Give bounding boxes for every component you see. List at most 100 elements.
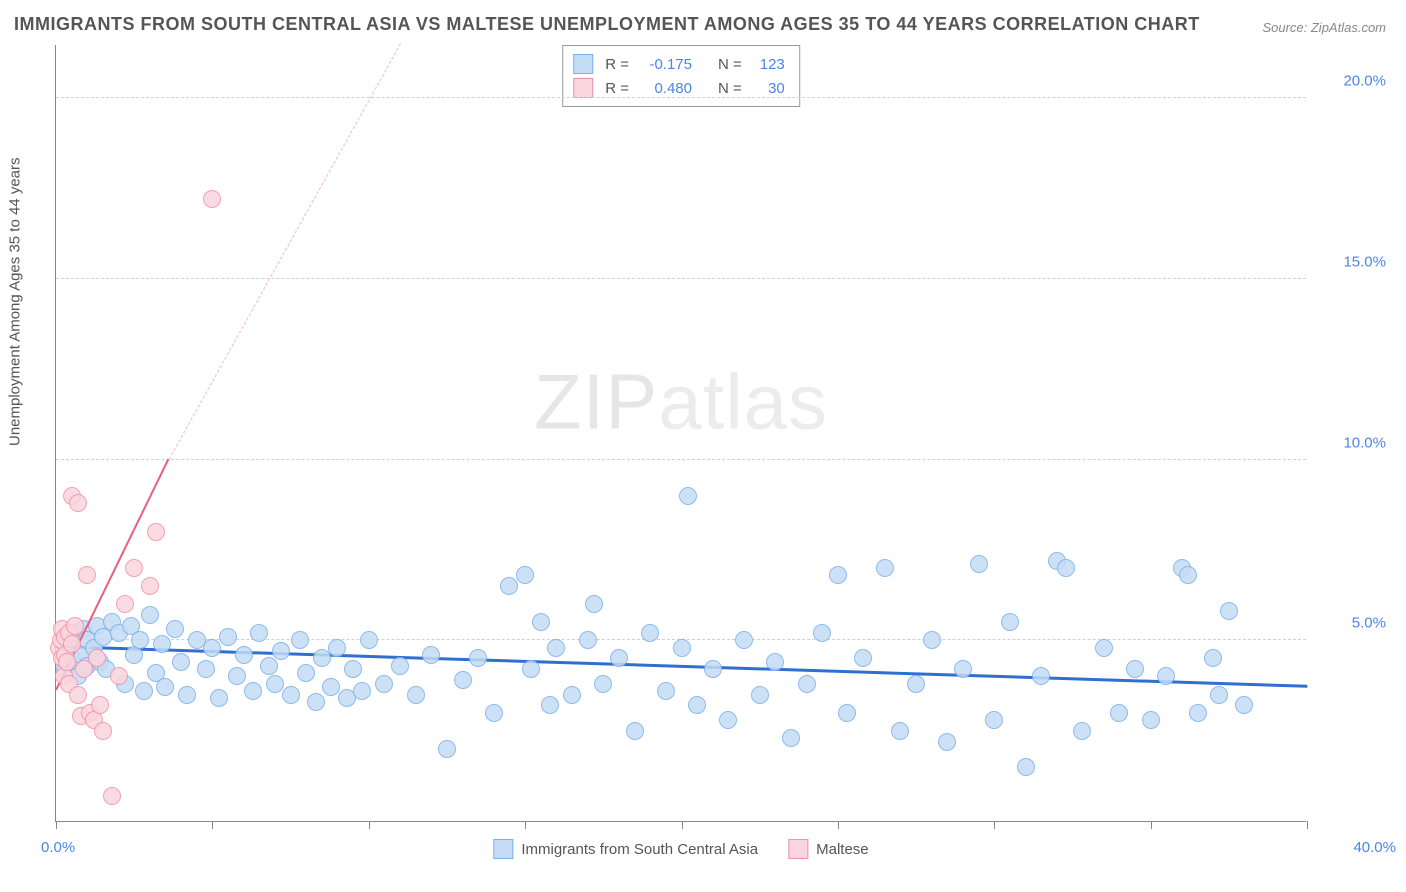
data-point (1235, 696, 1253, 714)
data-point (829, 566, 847, 584)
gridline (56, 278, 1306, 279)
data-point (103, 787, 121, 805)
n-value: 123 (750, 56, 785, 73)
data-point (657, 682, 675, 700)
data-point (838, 704, 856, 722)
legend-swatch (493, 839, 513, 859)
data-point (469, 649, 487, 667)
data-point (272, 642, 290, 660)
data-point (719, 711, 737, 729)
data-point (923, 631, 941, 649)
data-point (91, 696, 109, 714)
data-point (876, 559, 894, 577)
gridline (56, 97, 1306, 98)
data-point (751, 686, 769, 704)
data-point (679, 487, 697, 505)
data-point (178, 686, 196, 704)
x-tick (1151, 821, 1152, 829)
x-tick (1307, 821, 1308, 829)
n-label: N = (718, 80, 742, 97)
data-point (766, 653, 784, 671)
data-point (1073, 722, 1091, 740)
x-tick (525, 821, 526, 829)
data-point (522, 660, 540, 678)
data-point (391, 657, 409, 675)
data-point (1179, 566, 1197, 584)
y-tick-label: 15.0% (1316, 253, 1386, 270)
data-point (78, 566, 96, 584)
data-point (688, 696, 706, 714)
data-point (94, 722, 112, 740)
y-tick-label: 20.0% (1316, 73, 1386, 90)
r-value: 0.480 (637, 80, 692, 97)
data-point (438, 740, 456, 758)
watermark-bold: ZIP (534, 357, 658, 445)
legend-swatch (573, 78, 593, 98)
data-point (516, 566, 534, 584)
data-point (58, 653, 76, 671)
data-point (1110, 704, 1128, 722)
data-point (1220, 602, 1238, 620)
data-point (69, 686, 87, 704)
data-point (172, 653, 190, 671)
data-point (673, 639, 691, 657)
y-tick-label: 10.0% (1316, 434, 1386, 451)
gridline (56, 459, 1306, 460)
data-point (266, 675, 284, 693)
legend-label: Maltese (816, 841, 869, 858)
data-point (147, 523, 165, 541)
n-value: 30 (750, 80, 785, 97)
data-point (813, 624, 831, 642)
legend-item: Maltese (788, 839, 869, 859)
data-point (610, 649, 628, 667)
x-tick (56, 821, 57, 829)
data-point (891, 722, 909, 740)
data-point (454, 671, 472, 689)
plot-area: ZIPatlas R = -0.175N = 123R = 0.480N = 3… (55, 45, 1306, 822)
data-point (563, 686, 581, 704)
data-point (282, 686, 300, 704)
bottom-legend: Immigrants from South Central AsiaMaltes… (493, 839, 868, 859)
data-point (197, 660, 215, 678)
data-point (307, 693, 325, 711)
data-point (854, 649, 872, 667)
data-point (541, 696, 559, 714)
data-point (260, 657, 278, 675)
data-point (1142, 711, 1160, 729)
data-point (1095, 639, 1113, 657)
r-value: -0.175 (637, 56, 692, 73)
data-point (1157, 667, 1175, 685)
data-point (353, 682, 371, 700)
data-point (153, 635, 171, 653)
data-point (141, 577, 159, 595)
data-point (116, 595, 134, 613)
data-point (641, 624, 659, 642)
data-point (88, 649, 106, 667)
data-point (322, 678, 340, 696)
r-label: R = (605, 80, 629, 97)
data-point (141, 606, 159, 624)
data-point (250, 624, 268, 642)
x-axis-min-label: 0.0% (41, 839, 75, 856)
trend-line-dashed (168, 43, 400, 459)
data-point (135, 682, 153, 700)
data-point (219, 628, 237, 646)
data-point (594, 675, 612, 693)
data-point (585, 595, 603, 613)
data-point (131, 631, 149, 649)
data-point (344, 660, 362, 678)
x-tick (212, 821, 213, 829)
r-label: R = (605, 56, 629, 73)
data-point (907, 675, 925, 693)
data-point (1126, 660, 1144, 678)
data-point (547, 639, 565, 657)
data-point (485, 704, 503, 722)
data-point (407, 686, 425, 704)
data-point (985, 711, 1003, 729)
y-axis-label: Unemployment Among Ages 35 to 44 years (7, 157, 24, 446)
x-tick (369, 821, 370, 829)
data-point (1032, 667, 1050, 685)
data-point (422, 646, 440, 664)
data-point (1189, 704, 1207, 722)
data-point (1001, 613, 1019, 631)
